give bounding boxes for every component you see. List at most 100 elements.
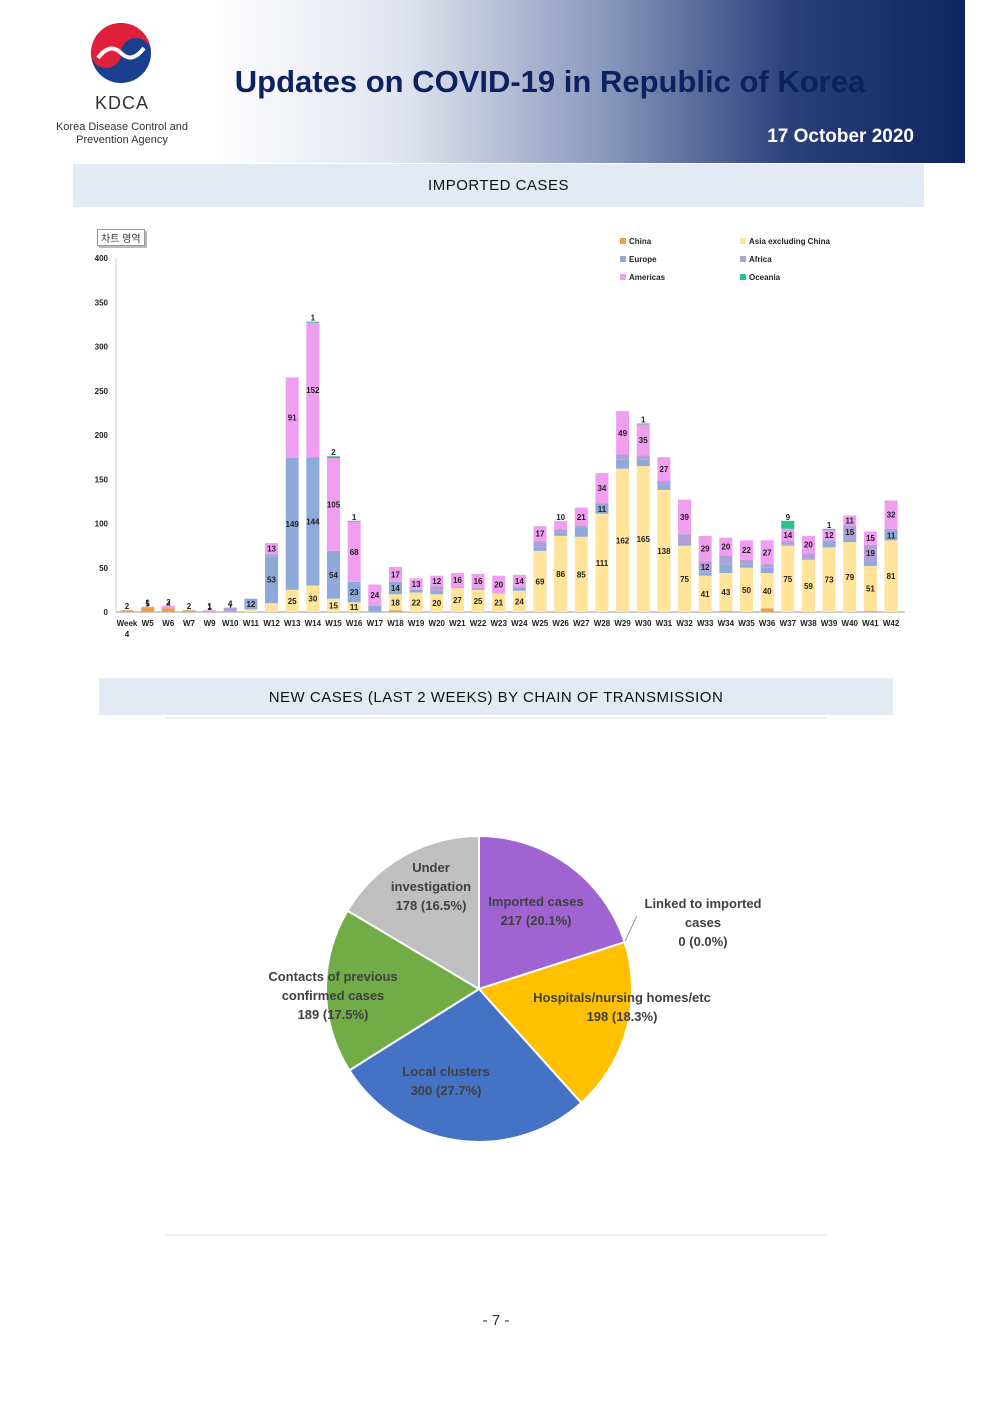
data-label: 14 xyxy=(783,531,792,540)
bar-segment xyxy=(760,567,774,574)
pie-slice xyxy=(348,987,583,1143)
pie-slice-label: investigation xyxy=(391,879,471,894)
x-tick-label: W33 xyxy=(697,619,714,628)
legend-label: Americas xyxy=(629,273,666,282)
bar-segment xyxy=(141,607,155,612)
bar-segment xyxy=(512,574,526,588)
data-label: 152 xyxy=(306,386,320,395)
report-date: 17 October 2020 xyxy=(767,126,914,147)
bar-segment xyxy=(781,520,795,529)
y-tick-label: 50 xyxy=(99,564,108,573)
data-label: 16 xyxy=(474,577,483,586)
y-tick-label: 350 xyxy=(95,298,109,307)
bar-segment xyxy=(327,456,340,459)
y-tick-label: 200 xyxy=(95,431,109,440)
data-label: 16 xyxy=(453,576,462,585)
bar-segment xyxy=(347,602,361,612)
bar-segment xyxy=(740,564,753,568)
bar-segment xyxy=(327,458,340,551)
x-tick-label: W15 xyxy=(325,619,342,628)
bar-segment xyxy=(492,593,506,612)
bar-segment xyxy=(657,457,671,482)
bar-segment xyxy=(595,503,609,505)
bar-segment xyxy=(678,542,692,546)
x-tick-label: W21 xyxy=(449,619,466,628)
chart-area-tag: 차트 영역 xyxy=(97,229,145,246)
x-tick-label: W31 xyxy=(656,619,673,628)
data-label: 79 xyxy=(845,573,854,582)
pie-slice-value: 217 (20.1%) xyxy=(501,913,572,928)
bar-segment xyxy=(616,468,630,612)
x-tick-label: W11 xyxy=(243,619,260,628)
pie-slice-label: cases xyxy=(685,915,721,930)
pie-slice xyxy=(346,834,480,991)
data-label: 12 xyxy=(825,531,834,540)
bar-segment xyxy=(533,541,547,548)
bar-segment xyxy=(760,573,774,609)
data-label: 24 xyxy=(515,597,524,606)
bar-segment xyxy=(430,590,444,595)
y-tick-label: 400 xyxy=(95,254,109,263)
data-label: 1 xyxy=(827,521,832,530)
bar-segment xyxy=(678,545,692,612)
bar-segment xyxy=(801,558,815,560)
data-label: 19 xyxy=(866,549,875,558)
bar-segment xyxy=(843,538,857,543)
bar-segment xyxy=(430,586,444,591)
bar-segment xyxy=(554,520,568,530)
header-banner xyxy=(0,0,965,163)
data-label: 162 xyxy=(616,536,630,545)
bar-segment xyxy=(781,545,795,612)
pie-slice-value: 189 (17.5%) xyxy=(298,1007,369,1022)
bar-segment xyxy=(781,544,795,546)
data-label: 1 xyxy=(311,314,316,323)
bar-segment xyxy=(306,458,320,586)
x-tick-label: W36 xyxy=(759,619,776,628)
data-label: 27 xyxy=(763,548,772,557)
data-label: 1 xyxy=(352,513,357,522)
pie-slice-label: Imported cases xyxy=(488,894,583,909)
bar-segment xyxy=(450,573,464,588)
data-label: 20 xyxy=(494,581,503,590)
data-label: 75 xyxy=(783,575,792,584)
data-label: 40 xyxy=(763,587,772,596)
x-tick-label: W42 xyxy=(883,619,900,628)
x-tick-label: W41 xyxy=(862,619,879,628)
imported-cases-bar-chart: 0501001502002503003504002Week451W543W62W… xyxy=(95,237,905,639)
bar-segment xyxy=(863,544,877,562)
bar-segment xyxy=(161,608,175,612)
bar-segment xyxy=(265,542,279,555)
x-tick-label: W27 xyxy=(573,619,590,628)
bar-segment xyxy=(203,610,217,612)
bar-segment xyxy=(306,585,320,612)
bar-segment xyxy=(678,534,692,543)
legend-label: Oceania xyxy=(749,273,781,282)
data-label: 11 xyxy=(350,603,359,612)
bar-segment xyxy=(884,528,898,531)
x-tick-label: W17 xyxy=(367,619,384,628)
bar-segment xyxy=(306,322,320,458)
bar-segment xyxy=(430,594,444,612)
data-label: 144 xyxy=(306,518,320,527)
org-name: Korea Disease Control and Prevention Age… xyxy=(45,121,199,147)
data-label: 2 xyxy=(125,602,130,611)
bar-segment xyxy=(698,572,712,576)
data-label: 111 xyxy=(596,559,609,568)
data-label: 75 xyxy=(680,575,689,584)
legend-swatch xyxy=(620,274,626,280)
bar-segment xyxy=(450,587,464,589)
data-label: 11 xyxy=(598,505,607,514)
x-tick-label: W37 xyxy=(780,619,797,628)
x-tick-label: W12 xyxy=(263,619,280,628)
data-label: 12 xyxy=(701,563,710,572)
bar-segment xyxy=(801,553,815,559)
pie-slice-value: 178 (16.5%) xyxy=(396,898,467,913)
data-label: 165 xyxy=(637,535,651,544)
org-abbreviation: KDCA xyxy=(94,93,149,113)
kdca-logo-icon xyxy=(91,23,151,83)
bar-segment xyxy=(223,611,237,612)
data-label: 18 xyxy=(391,598,400,607)
bar-segment xyxy=(698,535,712,562)
legend-label: Europe xyxy=(629,255,657,264)
imported-cases-section-title: IMPORTED CASES xyxy=(73,164,924,207)
